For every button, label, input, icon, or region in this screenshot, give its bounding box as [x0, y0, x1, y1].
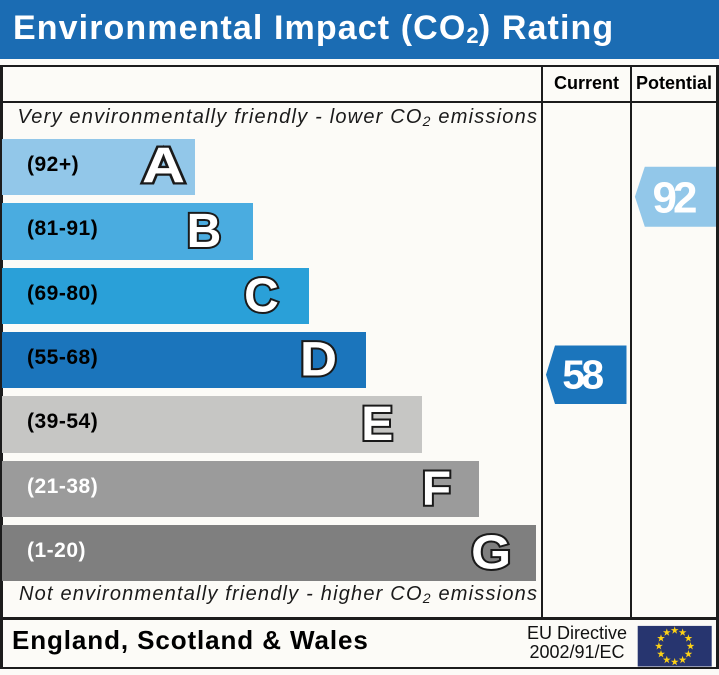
svg-text:92: 92 [653, 174, 698, 223]
svg-text:F: F [422, 463, 451, 516]
svg-text:G: G [471, 527, 511, 580]
svg-text:58: 58 [562, 351, 604, 397]
svg-text:D: D [300, 334, 337, 387]
svg-text:B: B [187, 205, 222, 258]
svg-text:A: A [142, 138, 185, 194]
svg-text:E: E [361, 398, 393, 451]
svg-text:C: C [244, 270, 279, 323]
